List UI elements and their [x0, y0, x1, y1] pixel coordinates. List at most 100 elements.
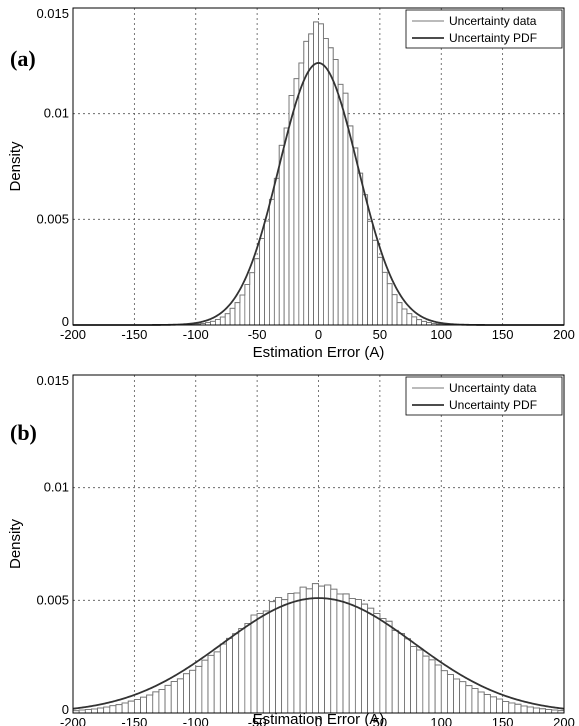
histogram-bar	[502, 701, 510, 714]
histogram-bar	[342, 92, 349, 326]
legend-entry-uncertainty-data: Uncertainty data	[449, 381, 537, 395]
histogram-bar	[283, 127, 290, 326]
y-tick-label: 0.005	[36, 211, 69, 226]
histogram-bar	[404, 638, 411, 714]
histogram-bar	[323, 38, 329, 326]
panel-a: -200 -150 -100 -50 0 50 100 150 200 0 0.005 0.01 0.0…	[7, 6, 575, 361]
histogram-bar	[377, 256, 383, 326]
histogram-bar	[134, 699, 141, 714]
histogram-bar	[348, 598, 356, 714]
histogram-bar	[342, 593, 350, 714]
panel-b: -200 -150 -100 -50 0 50 100 150 200 0 0.005 0.01 0.0…	[7, 373, 575, 726]
histogram-bar	[496, 698, 503, 714]
histogram-bar	[195, 666, 203, 714]
x-tick-label: -200	[60, 327, 86, 342]
histogram-bar	[256, 613, 264, 714]
histogram-bar	[127, 700, 135, 714]
histogram-bar	[532, 707, 540, 714]
histogram-bar	[215, 319, 221, 326]
histogram-bar	[440, 670, 448, 714]
histogram-bar	[391, 630, 399, 714]
histogram-bar	[327, 47, 334, 326]
x-tick-label: -150	[121, 715, 147, 726]
histogram-bar	[313, 21, 319, 326]
y-tick-label: 0.015	[36, 373, 69, 388]
histogram-bar	[238, 628, 246, 714]
histogram-bar	[324, 584, 332, 714]
histogram-bar	[229, 307, 236, 326]
x-tick-label: -100	[183, 327, 209, 342]
x-tick-label: 0	[315, 327, 322, 342]
histogram-bar	[422, 655, 430, 714]
histogram-bar	[477, 691, 485, 714]
histogram-bar	[250, 614, 258, 714]
x-axis-label: Estimation Error (A)	[253, 711, 385, 726]
x-tick-label: -150	[121, 327, 147, 342]
x-tick-label: 50	[373, 715, 387, 726]
uncertainty-pdf-curve	[72, 597, 565, 710]
histogram-bar	[303, 40, 310, 326]
y-tick-label: 0.01	[44, 480, 69, 495]
histogram-bar	[293, 78, 300, 326]
histogram-bar	[411, 316, 418, 326]
histogram-bar	[109, 705, 117, 714]
x-tick-label: -100	[183, 715, 209, 726]
histogram-bar	[219, 316, 226, 326]
histogram-bar	[490, 696, 497, 714]
histogram-bar	[352, 147, 359, 326]
legend: Uncertainty data Uncertainty PDF	[405, 9, 563, 49]
histogram-bar	[520, 705, 528, 714]
histogram-bar	[367, 220, 373, 326]
histogram-bar	[385, 620, 393, 714]
y-axis-label: Density	[7, 141, 24, 192]
histogram-bar	[176, 678, 184, 714]
histogram-bar	[213, 651, 221, 714]
histogram-bar	[332, 59, 339, 326]
histogram-bar	[298, 62, 305, 326]
legend-entry-uncertainty-pdf: Uncertainty PDF	[449, 398, 537, 412]
histogram-bar	[357, 172, 364, 326]
histogram-bar	[391, 294, 398, 326]
histogram-bar	[158, 689, 166, 714]
x-tick-label: 200	[553, 715, 575, 726]
x-tick-label: 50	[373, 327, 387, 342]
histogram-bar	[259, 238, 265, 326]
histogram-bar	[170, 681, 178, 714]
histogram-bar	[103, 706, 111, 714]
x-tick-label: 100	[430, 327, 452, 342]
histogram-bar	[183, 673, 190, 714]
histogram-bar	[97, 707, 105, 714]
histogram-bar	[288, 95, 295, 326]
histogram-bar	[121, 702, 129, 714]
y-tick-label: 0.005	[36, 592, 69, 607]
y-tick-label: 0.01	[44, 106, 69, 121]
plot-frame	[72, 7, 565, 326]
histogram-bar	[416, 649, 424, 714]
histogram-bar	[201, 659, 209, 714]
x-tick-label: -50	[248, 715, 267, 726]
histogram-bar	[249, 272, 256, 326]
y-axis-label: Density	[7, 518, 24, 569]
legend-box	[405, 376, 563, 416]
histogram-bar	[264, 220, 270, 326]
histogram-bar	[189, 669, 197, 714]
legend-box	[405, 9, 563, 49]
histogram-bar	[278, 144, 285, 326]
panel-label: (b)	[10, 420, 37, 445]
histogram-bar	[308, 33, 314, 326]
histogram-bar	[244, 284, 251, 326]
histogram-bar	[152, 691, 160, 714]
histogram-bar	[244, 623, 252, 714]
histogram-bar	[318, 23, 324, 326]
histogram-bar	[410, 646, 418, 714]
histogram-bar	[514, 703, 522, 714]
histogram-bar	[115, 704, 123, 714]
histogram-bar	[381, 271, 388, 326]
histogram-bar	[401, 308, 408, 326]
histogram-bar	[164, 684, 172, 714]
legend-entry-uncertainty-pdf: Uncertainty PDF	[449, 31, 537, 45]
x-tick-label: 0	[315, 715, 322, 726]
histogram-bar	[219, 643, 227, 714]
x-tick-label: -50	[248, 327, 267, 342]
histogram-bar	[269, 198, 275, 326]
